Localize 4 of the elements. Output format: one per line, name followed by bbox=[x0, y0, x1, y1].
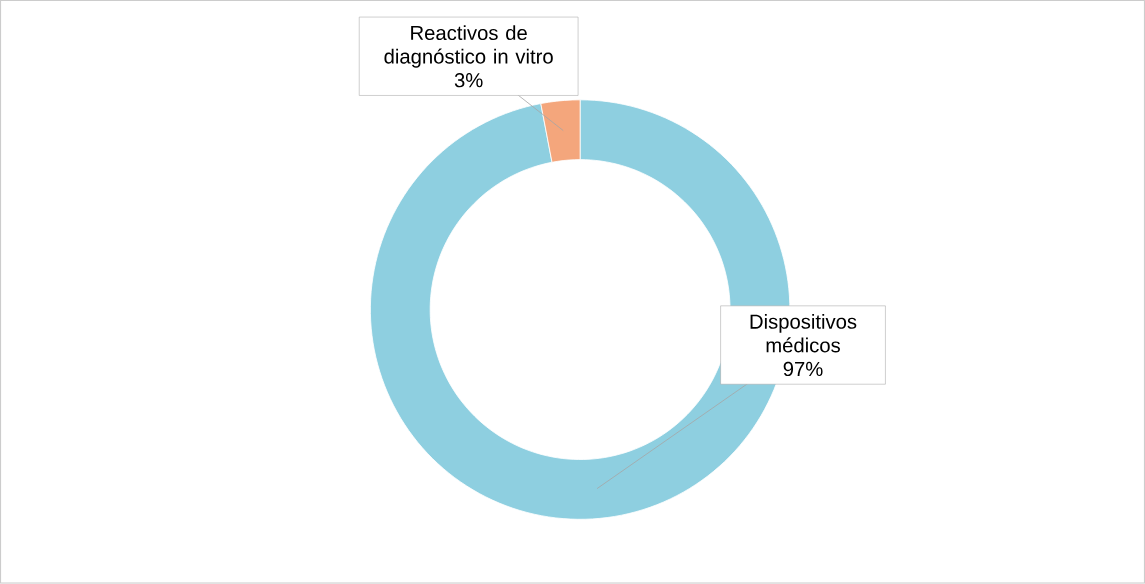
slice-label: Dispositivos médicos bbox=[750, 314, 857, 353]
data-label: 3% bbox=[454, 73, 483, 88]
data-label: 97% bbox=[783, 361, 823, 377]
slice-label: Reactivos de diagnóstico in vitro bbox=[384, 25, 553, 68]
